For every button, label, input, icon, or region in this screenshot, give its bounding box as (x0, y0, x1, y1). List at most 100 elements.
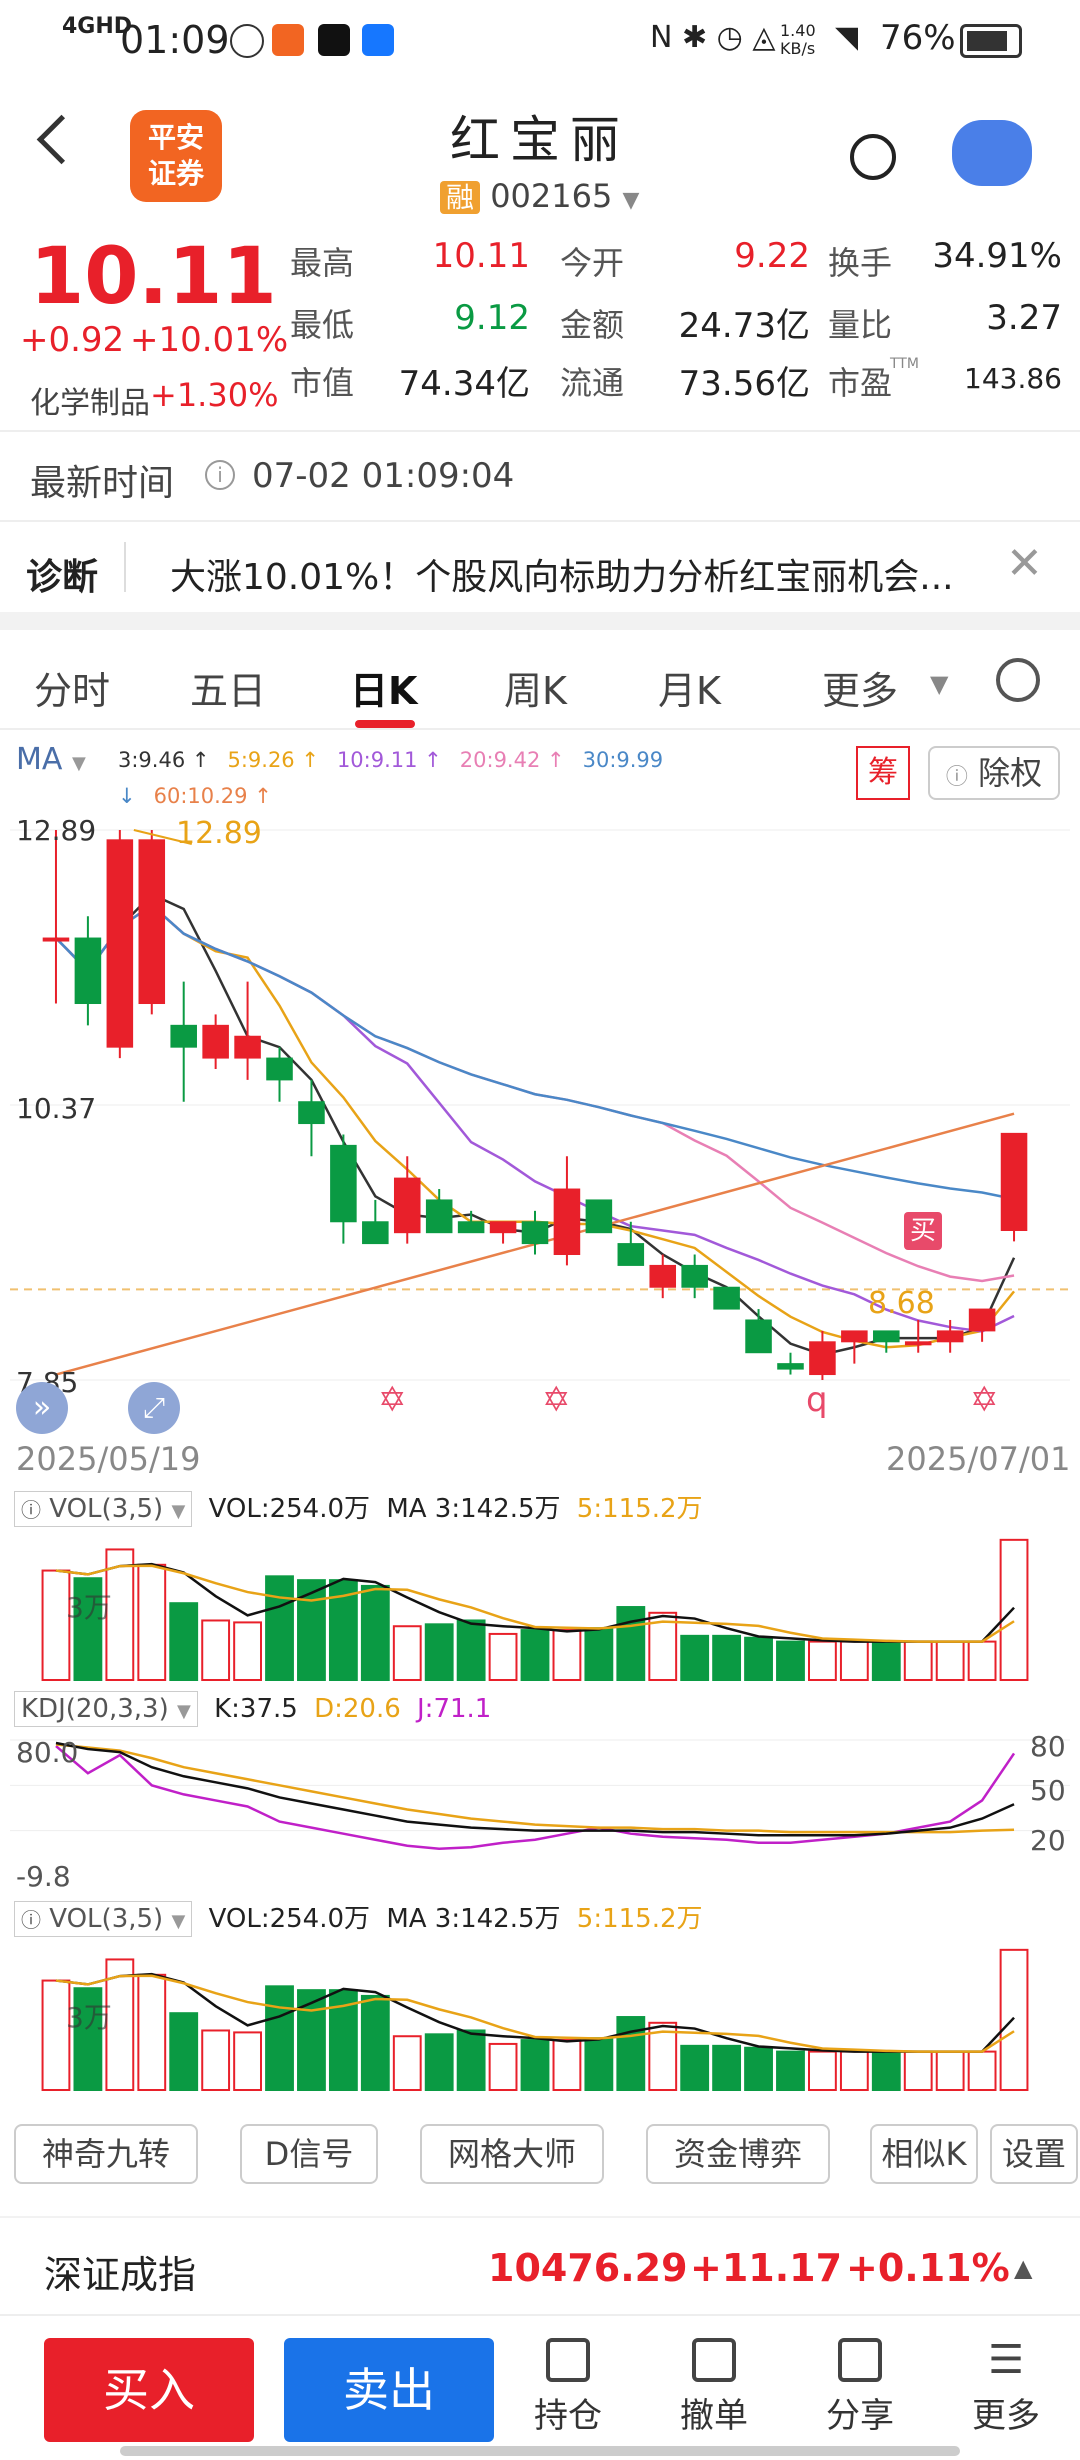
stat-value: 73.56亿 (678, 364, 810, 404)
wifi-icon: ◥ (835, 20, 859, 55)
fullscreen-icon[interactable]: ⤢ (128, 1382, 180, 1434)
logo-line-2: 证券 (147, 157, 204, 190)
volume-bar (712, 1634, 742, 1681)
app-header: 平安 证券 红宝丽 融 002165 ▼ (0, 80, 1080, 230)
ex-rights-label: 除权 (978, 754, 1043, 792)
settings-gear-icon[interactable] (996, 658, 1040, 702)
ma-dropdown-icon: ▼ (71, 753, 86, 774)
vol2-ma5: 5:115.2万 (576, 1904, 703, 1934)
kdj-right-20: 20 (1030, 1824, 1066, 1857)
tool-d-signal[interactable]: D信号 (240, 2124, 378, 2184)
index-bar[interactable]: 深证成指 10476.29 +11.17 +0.11% ▲ (0, 2218, 1080, 2314)
nav-share[interactable]: 分享 (800, 2316, 920, 2437)
kdj-panel-header: KDJ(20,3,3) ▼ K:37.5 D:20.6 J:71.1 (14, 1691, 491, 1727)
tab-daily-k[interactable]: 日K (350, 669, 418, 713)
ex-rights-button[interactable]: ⓘ 除权 (928, 746, 1060, 800)
stat-label: 流通 (560, 364, 625, 402)
robot-assistant-icon[interactable] (952, 120, 1032, 186)
vol2-info-icon: ⓘ (21, 1908, 41, 1932)
bottom-trade-bar: 买入 卖出 持仓 撤单 分享 ☰ 更多 (0, 2316, 1080, 2460)
candle-body (745, 1319, 772, 1354)
volume-bar (935, 2050, 965, 2091)
search-icon[interactable] (850, 134, 896, 180)
high-price-marker: 12.89 (176, 816, 262, 851)
volume-bar (105, 1958, 135, 2091)
tool-fund-game[interactable]: 资金博弈 (646, 2124, 830, 2184)
ma-selector[interactable]: MA ▼ (16, 742, 86, 777)
vol2-indicator-selector[interactable]: ⓘ VOL(3,5) ▼ (14, 1901, 193, 1937)
tool-magic-nine[interactable]: 神奇九转 (14, 2124, 198, 2184)
ma-legend-item: 60:10.29 ↑ (153, 784, 272, 808)
volume-bar (744, 2046, 773, 2092)
stat-label: 今开 (560, 244, 625, 282)
tab-more[interactable]: 更多 (822, 669, 899, 713)
stat-label: 市盈 (828, 364, 893, 402)
volume-bar (424, 2033, 454, 2091)
volume-bar (680, 2044, 710, 2091)
tab-intraday[interactable]: 分时 (34, 669, 111, 713)
event-marker-icon-4[interactable]: ✡ (970, 1380, 999, 1420)
event-marker-icon-3[interactable]: q (806, 1380, 828, 1420)
cancel-order-icon (692, 2338, 736, 2382)
nav-cancel-order[interactable]: 撤单 (654, 2316, 774, 2437)
tab-weekly-k[interactable]: 周K (504, 669, 567, 713)
volume-bar (137, 1563, 167, 1681)
kdj-indicator-selector[interactable]: KDJ(20,3,3) ▼ (14, 1691, 198, 1727)
candle-body (425, 1199, 453, 1234)
volume-bar (201, 1619, 231, 1682)
volume-bar (360, 1584, 390, 1681)
volume-bar (233, 1621, 262, 1681)
volume-bar (265, 1985, 294, 2091)
battery-icon (960, 24, 1022, 58)
kline-chart[interactable] (0, 800, 1080, 1480)
expand-left-icon[interactable]: » (16, 1382, 68, 1434)
candle-body (106, 839, 134, 1048)
candle-body (393, 1177, 421, 1234)
nav-position[interactable]: 持仓 (508, 2316, 628, 2437)
kdj-chart[interactable] (0, 1736, 1080, 1886)
event-marker-icon-2[interactable]: ✡ (542, 1380, 571, 1420)
info-icon[interactable]: i (205, 460, 235, 490)
sell-button[interactable]: 卖出 (284, 2338, 494, 2442)
volume-bar (808, 2050, 837, 2091)
stock-code-row[interactable]: 融 002165 ▼ (440, 176, 639, 216)
date-end: 2025/07/01 (886, 1440, 1071, 1478)
volume-bar (967, 1640, 997, 1681)
kdj-y-bottom: -9.8 (16, 1860, 71, 1893)
ma5-line (55, 903, 1016, 1349)
volume-bar (744, 1636, 773, 1682)
tool-similar-k[interactable]: 相似K (870, 2124, 978, 2184)
candle-body (170, 1024, 197, 1048)
ma-legend: 3:9.46 ↑ 5:9.26 ↑ 10:9.11 ↑ 20:9.42 ↑ 30:9.9… (118, 742, 738, 814)
industry-name[interactable]: 化学制品 (30, 386, 150, 421)
nav-more-label: 更多 (972, 2396, 1040, 2436)
stat-value: 34.91% (932, 236, 1062, 276)
buy-signal-marker[interactable]: 买 (904, 1212, 942, 1250)
candle-body (138, 839, 166, 1005)
nav-more[interactable]: ☰ 更多 (946, 2316, 1066, 2437)
candle-body (617, 1243, 645, 1266)
index-change: +11.17 (690, 2246, 843, 2290)
ma30-line (55, 903, 1015, 1201)
close-icon[interactable]: ✕ (1006, 538, 1043, 589)
volume-chart[interactable] (0, 1530, 1080, 1690)
kdj-dropdown-icon: ▼ (177, 1701, 191, 1722)
vol-indicator-selector[interactable]: ⓘ VOL(3,5) ▼ (14, 1491, 193, 1527)
diagnosis-label: 诊断 (26, 557, 99, 598)
event-marker-icon[interactable]: ✡ (378, 1380, 407, 1420)
chip-distribution-button[interactable]: 筹 (856, 746, 910, 800)
candle-body (553, 1188, 581, 1256)
high-marker-line (133, 829, 193, 845)
index-expand-icon[interactable]: ▲ (1014, 2254, 1033, 2282)
ex-rights-info-icon: ⓘ (945, 765, 968, 790)
diagnosis-bar[interactable]: 诊断 大涨10.01%！个股风向标助力分析红宝丽机会... ✕ (0, 522, 1080, 612)
candle-body (521, 1221, 549, 1245)
volume-chart-2[interactable] (0, 1940, 1080, 2100)
buy-button[interactable]: 买入 (44, 2338, 254, 2442)
tool-settings[interactable]: 设置 (990, 2124, 1078, 2184)
volume-bar (488, 2042, 518, 2091)
tab-monthly-k[interactable]: 月K (658, 669, 721, 713)
stat-label: 量比 (828, 306, 893, 344)
tab-five-day[interactable]: 五日 (190, 669, 267, 713)
tool-grid-master[interactable]: 网格大师 (420, 2124, 604, 2184)
